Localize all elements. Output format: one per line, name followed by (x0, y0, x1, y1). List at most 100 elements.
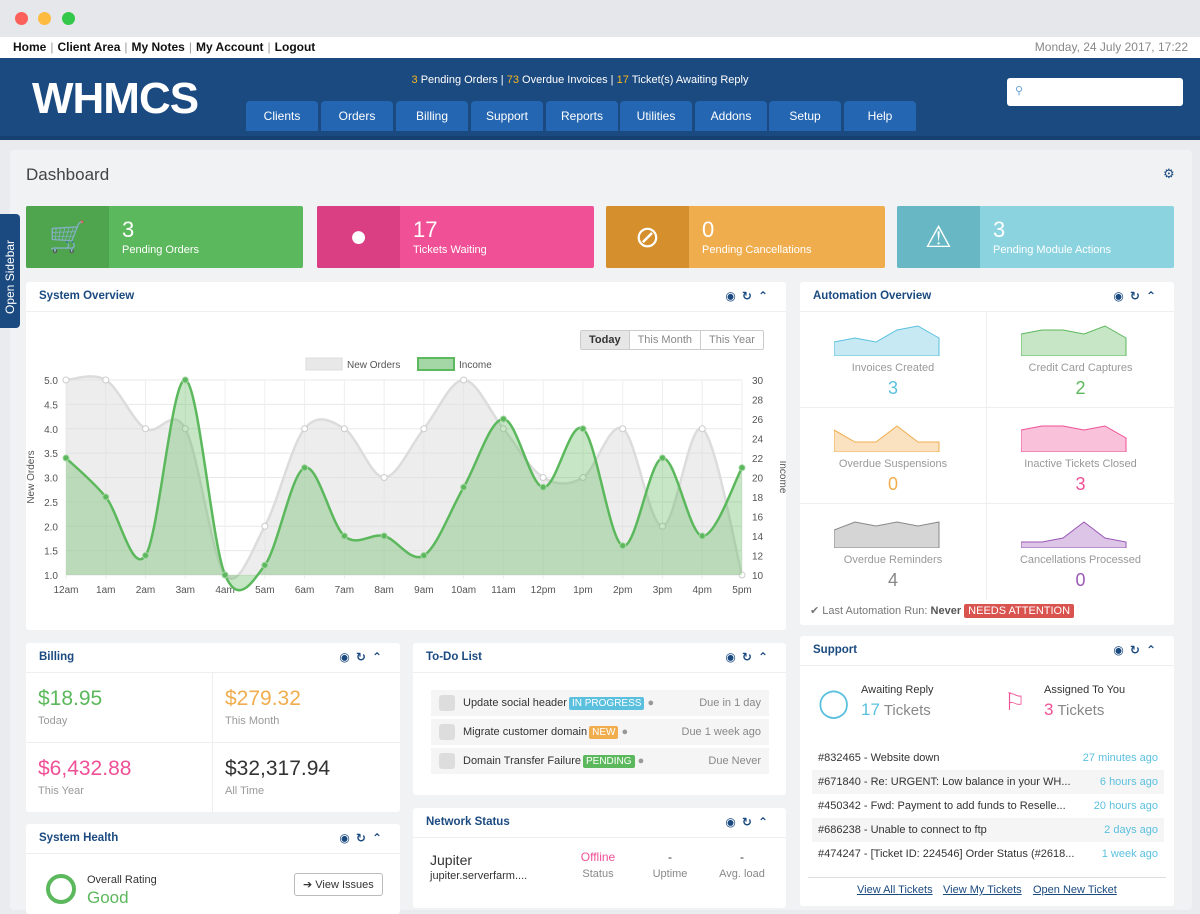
data-point[interactable] (340, 425, 348, 433)
data-point[interactable] (380, 532, 388, 540)
collapse-icon[interactable]: ⌃ (371, 650, 388, 664)
nav-tab-help[interactable]: Help (844, 101, 916, 131)
data-point[interactable] (698, 425, 706, 433)
data-point[interactable] (738, 464, 746, 472)
link-my-account[interactable]: My Account (195, 40, 264, 54)
minimize-window-button[interactable] (38, 12, 51, 25)
ticket-row[interactable]: #671840 - Re: URGENT: Low balance in you… (812, 770, 1164, 794)
whmcs-logo[interactable]: WHMCS (32, 74, 199, 123)
stat-tile-0[interactable]: 🛒 3 Pending Orders (26, 206, 303, 268)
nav-tab-support[interactable]: Support (471, 101, 543, 131)
maximize-window-button[interactable] (62, 12, 75, 25)
view-all-tickets-link[interactable]: View All Tickets (857, 884, 933, 896)
data-point[interactable] (579, 425, 587, 433)
range-this-month[interactable]: This Month (628, 331, 700, 349)
hide-icon[interactable]: ◉ (339, 831, 356, 845)
data-point[interactable] (738, 571, 746, 579)
todo-checkbox[interactable] (439, 753, 455, 769)
data-point[interactable] (340, 532, 348, 540)
data-point[interactable] (460, 376, 468, 384)
data-point[interactable] (181, 376, 189, 384)
nav-tab-orders[interactable]: Orders (321, 101, 393, 131)
link-logout[interactable]: Logout (274, 40, 316, 54)
data-point[interactable] (301, 425, 309, 433)
ticket-row[interactable]: #832465 - Website down 27 minutes ago (812, 746, 1164, 770)
hide-icon[interactable]: ◉ (1113, 289, 1130, 303)
data-point[interactable] (579, 474, 587, 481)
range-today[interactable]: Today (581, 331, 629, 349)
link-client-area[interactable]: Client Area (57, 40, 121, 54)
data-point[interactable] (380, 474, 388, 481)
data-point[interactable] (658, 522, 666, 530)
data-point[interactable] (261, 522, 269, 530)
data-point[interactable] (499, 425, 507, 433)
assigned-count[interactable]: 3 Tickets (1044, 700, 1104, 720)
gear-icon[interactable]: ⚙ (1163, 166, 1175, 181)
range-this-year[interactable]: This Year (700, 331, 763, 349)
open-sidebar-tab[interactable]: Open Sidebar (0, 214, 20, 328)
nav-tab-utilities[interactable]: Utilities (620, 101, 692, 131)
overdue-invoices-label[interactable]: Overdue Invoices | (518, 74, 617, 86)
data-point[interactable] (658, 454, 666, 462)
data-point[interactable] (698, 532, 706, 540)
data-point[interactable] (102, 493, 110, 501)
data-point[interactable] (539, 483, 547, 491)
nav-tab-setup[interactable]: Setup (769, 101, 841, 131)
data-point[interactable] (539, 474, 547, 481)
refresh-icon[interactable]: ↻ (741, 650, 758, 664)
data-point[interactable] (62, 376, 70, 384)
overdue-invoices-count[interactable]: 73 (506, 74, 519, 86)
data-point[interactable] (619, 542, 627, 550)
todo-checkbox[interactable] (439, 695, 455, 711)
collapse-icon[interactable]: ⌃ (371, 831, 388, 845)
data-point[interactable] (142, 425, 150, 433)
data-point[interactable] (420, 425, 428, 433)
refresh-icon[interactable]: ↻ (355, 831, 372, 845)
nav-tab-reports[interactable]: Reports (546, 101, 618, 131)
pending-orders-label[interactable]: Pending Orders | (417, 74, 507, 86)
collapse-icon[interactable]: ⌃ (1145, 643, 1162, 657)
refresh-icon[interactable]: ↻ (741, 815, 758, 829)
collapse-icon[interactable]: ⌃ (757, 815, 774, 829)
open-new-ticket-link[interactable]: Open New Ticket (1033, 884, 1117, 896)
data-point[interactable] (420, 552, 428, 559)
data-point[interactable] (221, 571, 229, 579)
refresh-icon[interactable]: ↻ (741, 289, 758, 303)
hide-icon[interactable]: ◉ (1113, 643, 1130, 657)
ticket-row[interactable]: #450342 - Fwd: Payment to add funds to R… (812, 794, 1164, 818)
hide-icon[interactable]: ◉ (725, 650, 742, 664)
search-input[interactable] (1007, 78, 1183, 106)
hide-icon[interactable]: ◉ (339, 650, 356, 664)
todo-checkbox[interactable] (439, 724, 455, 740)
hide-icon[interactable]: ◉ (725, 289, 742, 303)
collapse-icon[interactable]: ⌃ (757, 289, 774, 303)
view-my-tickets-link[interactable]: View My Tickets (943, 884, 1022, 896)
refresh-icon[interactable]: ↻ (1129, 289, 1146, 303)
data-point[interactable] (499, 415, 507, 423)
stat-tile-2[interactable]: ⊘ 0 Pending Cancellations (606, 206, 885, 268)
data-point[interactable] (181, 425, 189, 433)
awaiting-reply-count[interactable]: 17 Tickets (861, 700, 931, 720)
data-point[interactable] (62, 454, 70, 462)
nav-tab-addons[interactable]: Addons (695, 101, 767, 131)
data-point[interactable] (301, 464, 309, 472)
ticket-row[interactable]: #474247 - [Ticket ID: 224546] Order Stat… (812, 842, 1164, 866)
nav-tab-clients[interactable]: Clients (246, 101, 318, 131)
pending-orders-count[interactable]: 3 (411, 74, 418, 86)
nav-tab-billing[interactable]: Billing (396, 101, 468, 131)
refresh-icon[interactable]: ↻ (1129, 643, 1146, 657)
todo-text[interactable]: Update social header (463, 697, 567, 709)
collapse-icon[interactable]: ⌃ (1145, 289, 1162, 303)
close-window-button[interactable] (15, 12, 28, 25)
tickets-awaiting-label[interactable]: Ticket(s) Awaiting Reply (628, 74, 749, 86)
data-point[interactable] (619, 425, 627, 433)
view-issues-button[interactable]: ➔ View Issues (294, 873, 383, 896)
hide-icon[interactable]: ◉ (725, 815, 742, 829)
link-my-notes[interactable]: My Notes (131, 40, 185, 54)
stat-tile-1[interactable]: ● 17 Tickets Waiting (317, 206, 594, 268)
link-home[interactable]: Home (13, 40, 47, 54)
collapse-icon[interactable]: ⌃ (757, 650, 774, 664)
todo-text[interactable]: Migrate customer domain (463, 726, 588, 738)
refresh-icon[interactable]: ↻ (355, 650, 372, 664)
stat-tile-3[interactable]: ⚠ 3 Pending Module Actions (897, 206, 1174, 268)
